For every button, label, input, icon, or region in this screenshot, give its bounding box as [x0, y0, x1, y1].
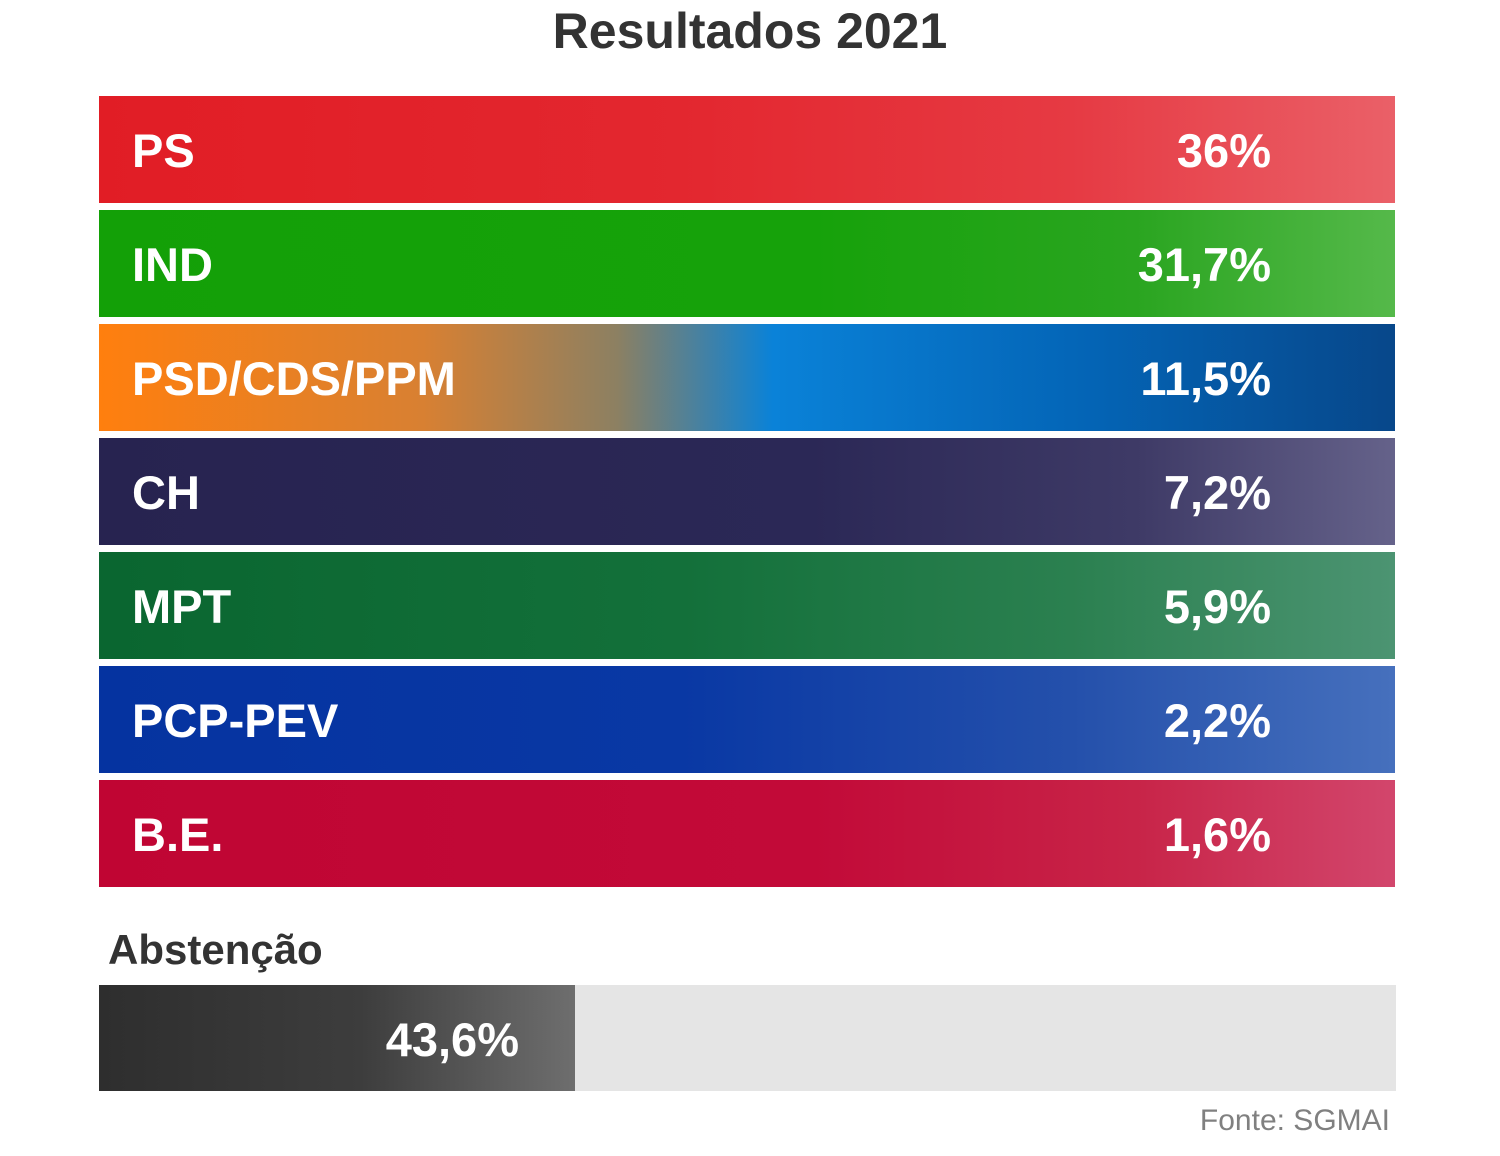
results-bars: PS 36% IND 31,7% PSD/CDS/PPM 11,5% CH 7,2% MPT 5,…	[99, 96, 1395, 894]
abstention-bar-track: 43,6%	[99, 985, 1396, 1091]
chart-title: Resultados 2021	[552, 3, 948, 59]
bar-value: 31,7%	[1137, 238, 1271, 291]
bar-label: B.E.	[132, 808, 224, 861]
abstention-bar-fill: 43,6%	[99, 985, 575, 1091]
bar-value: 7,2%	[1163, 466, 1271, 519]
bar-label: MPT	[132, 580, 232, 633]
bar-row: IND 31,7%	[99, 210, 1395, 317]
bar-value: 1,6%	[1163, 808, 1271, 861]
source-note: Fonte: SGMAI	[1199, 1104, 1390, 1137]
abstention-label: Abstenção	[108, 926, 323, 973]
bar-row: PSD/CDS/PPM 11,5%	[99, 324, 1395, 431]
bar-row: PS 36%	[99, 96, 1395, 203]
bar-label: CH	[132, 466, 200, 519]
bar-label: IND	[132, 238, 213, 291]
bar-value: 11,5%	[1140, 352, 1271, 405]
bar-row: MPT 5,9%	[99, 552, 1395, 659]
bar-value: 36%	[1176, 124, 1271, 177]
bar-row: PCP-PEV 2,2%	[99, 666, 1395, 773]
abstention-value: 43,6%	[385, 1013, 519, 1066]
bar-label: PSD/CDS/PPM	[132, 352, 456, 405]
bar-row: B.E. 1,6%	[99, 780, 1395, 887]
bar-label: PS	[132, 124, 195, 177]
bar-value: 5,9%	[1163, 580, 1271, 633]
bar-label: PCP-PEV	[132, 694, 339, 747]
bar-value: 2,2%	[1163, 694, 1271, 747]
bar-row: CH 7,2%	[99, 438, 1395, 545]
